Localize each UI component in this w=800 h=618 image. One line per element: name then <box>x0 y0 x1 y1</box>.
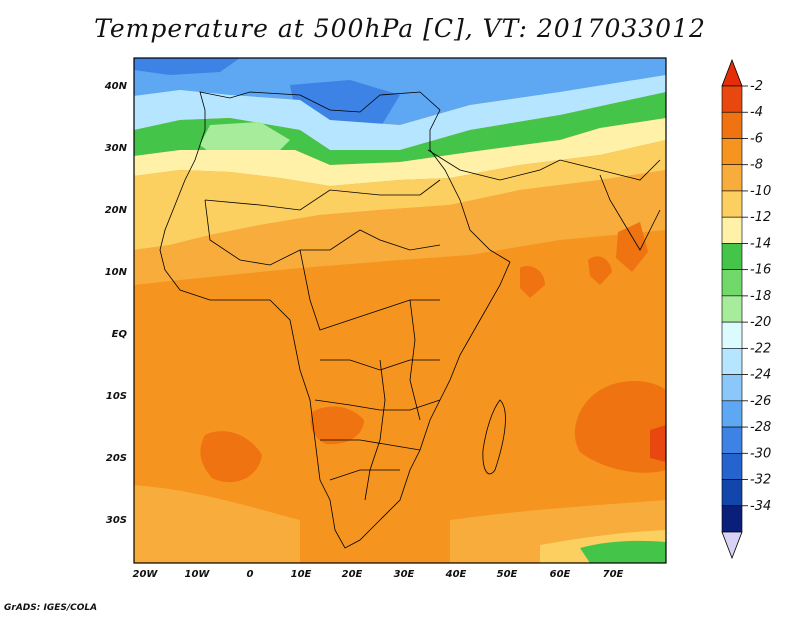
colorbar-swatch <box>721 348 743 375</box>
lat-label: 20N <box>105 205 128 216</box>
colorbar-swatch <box>721 164 743 192</box>
colorbar-swatch <box>721 374 743 402</box>
colorbar-label: -34 <box>750 499 771 514</box>
lat-label: 10S <box>106 391 127 402</box>
colorbar-swatch <box>721 111 743 139</box>
colorbar-swatch <box>721 269 743 297</box>
lat-label: 10N <box>105 267 128 278</box>
colorbar-label: -16 <box>750 263 771 278</box>
lon-label: 30E <box>394 569 415 580</box>
colorbar-swatch <box>721 505 743 533</box>
colorbar-swatch <box>721 138 743 166</box>
lon-label: 10W <box>185 569 211 580</box>
colorbar: -2 -4 -6 -8 -10 -12 -14 -16 -18 -20 -22 -24 -26 -28 -3… <box>721 58 771 560</box>
lon-label: 50E <box>497 569 518 580</box>
colorbar-label: -8 <box>750 158 763 173</box>
colorbar-swatches <box>721 85 743 533</box>
colorbar-swatch <box>721 479 743 507</box>
colorbar-label: -2 <box>750 79 763 94</box>
lat-label: 20S <box>106 453 127 464</box>
lat-label: 30S <box>106 515 127 526</box>
colorbar-label: -28 <box>750 420 771 435</box>
colorbar-label: -24 <box>750 368 771 383</box>
colorbar-swatch <box>721 426 743 454</box>
lon-label: 10E <box>291 569 312 580</box>
lon-label: 40E <box>445 569 467 580</box>
plot-frame <box>133 57 667 564</box>
colorbar-swatch <box>721 321 743 349</box>
credit-text: GrADS: IGES/COLA <box>4 603 98 613</box>
colorbar-label: -14 <box>750 236 771 251</box>
lon-label: 0 <box>247 569 254 580</box>
lon-label: 70E <box>603 569 624 580</box>
colorbar-swatch <box>721 190 743 218</box>
lat-label: EQ <box>112 329 128 340</box>
colorbar-label: -6 <box>750 131 763 146</box>
colorbar-labels: -2 -4 -6 -8 -10 -12 -14 -16 -18 -20 -22 -24 -26 -28 -3… <box>742 79 771 514</box>
longitude-axis: 20W 10W 0 10E 20E 30E 40E 50E 60E 70E <box>133 569 624 580</box>
lon-label: 20E <box>342 569 363 580</box>
colorbar-bottom-arrow <box>721 531 743 560</box>
colorbar-label: -10 <box>750 184 771 199</box>
lat-label: 40N <box>104 81 128 92</box>
colorbar-label: -12 <box>750 210 771 225</box>
colorbar-swatch <box>721 295 743 323</box>
lon-label: 20W <box>133 569 159 580</box>
colorbar-label: -20 <box>750 315 771 330</box>
colorbar-swatch <box>721 243 743 270</box>
colorbar-top-arrow <box>721 58 743 87</box>
colorbar-label: -30 <box>750 446 771 461</box>
colorbar-label: -22 <box>750 341 771 356</box>
colorbar-swatch <box>721 400 743 428</box>
colorbar-label: -32 <box>750 473 771 488</box>
lon-label: 60E <box>550 569 571 580</box>
colorbar-swatch <box>721 85 743 113</box>
colorbar-swatch <box>721 452 743 480</box>
latitude-axis: 40N 30N 20N 10N EQ 10S 20S 30S <box>104 81 128 526</box>
map-title: Temperature at 500hPa [C], VT: 201703301… <box>94 14 706 43</box>
colorbar-label: -26 <box>750 394 771 409</box>
colorbar-label: -18 <box>750 289 771 304</box>
coastlines <box>159 91 661 549</box>
colorbar-label: -4 <box>750 105 763 120</box>
temperature-field <box>134 58 666 563</box>
lat-label: 30N <box>105 143 128 154</box>
colorbar-swatch <box>721 216 743 244</box>
